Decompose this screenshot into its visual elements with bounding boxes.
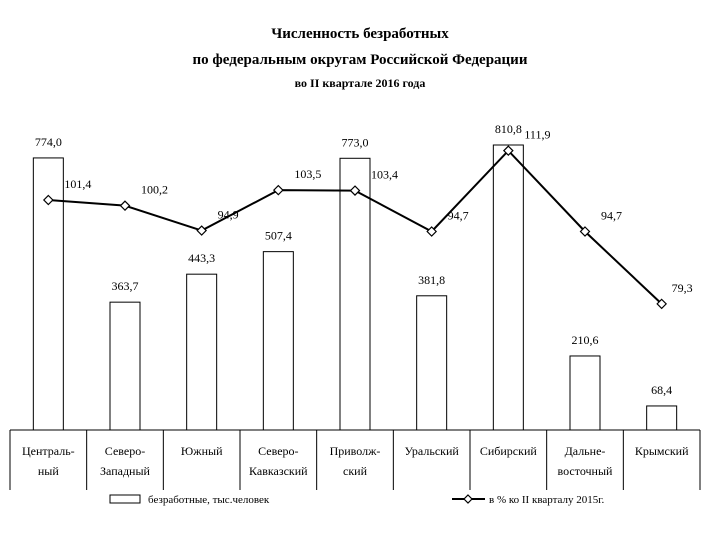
line-value-label: 103,5 [294,167,321,181]
x-tick-label: ный [38,464,59,478]
line-value-label: 103,4 [371,168,398,182]
legend-label-line: в % ко II кварталу 2015г. [489,494,605,506]
x-tick-label: ский [343,464,368,478]
line-point-marker [349,185,361,196]
x-tick-label: Дальне- [565,444,606,458]
x-tick-label: Западный [100,464,151,478]
line-point-marker [579,226,591,237]
chart-title: Численность безработных [271,26,449,42]
bar [32,157,64,431]
line-point-marker [119,200,131,211]
line-point-marker [426,226,438,237]
bar-value-label: 381,8 [418,273,445,287]
line-value-label: 79,3 [672,281,693,295]
bar [339,157,371,431]
line-value-label: 100,2 [141,183,168,197]
line-point-marker [272,184,284,196]
line-point-marker [656,298,668,310]
x-tick-label: Централь- [22,444,75,458]
line-point-marker [502,145,514,156]
bar [262,251,294,431]
line-value-label: 94,9 [218,208,239,222]
x-tick-label: Кавказский [249,464,308,478]
chart-period: во II квартале 2016 года [294,76,426,90]
bar [569,355,601,431]
bar-value-label: 774,0 [35,135,62,149]
bar-value-label: 443,3 [188,251,215,265]
bar [646,405,678,431]
legend-label-bar: безработные, тыс.человек [148,494,270,506]
bar-value-label: 210,6 [572,333,599,347]
bar [186,273,218,431]
bar-value-label: 507,4 [265,229,292,243]
bar-value-label: 363,7 [112,279,139,293]
bar [416,295,448,431]
bar-value-label: 773,0 [342,135,369,149]
x-tick-label: Уральский [404,444,459,458]
line-value-label: 94,7 [601,208,622,222]
bar [492,144,524,431]
x-tick-label: Приволж- [330,444,381,458]
x-tick-label: восточный [558,464,614,478]
x-tick-label: Северо- [105,444,145,458]
chart-subtitle: по федеральным округам Российской Федера… [192,52,528,68]
line-value-label: 101,4 [64,177,91,191]
line-point-marker [42,194,54,206]
legend-swatch-bar [109,494,141,504]
bar-value-label: 68,4 [651,383,672,397]
x-tick-label: Северо- [258,444,298,458]
x-tick-label: Крымский [635,444,689,458]
line-value-label: 94,7 [448,208,469,222]
x-tick-label: Южный [181,444,223,458]
legend-swatch-marker [463,494,473,504]
line-value-label: 111,9 [524,128,550,142]
bar-value-label: 810,8 [495,122,522,136]
bar [109,301,141,431]
x-tick-label: Сибирский [480,444,538,458]
line-point-marker [196,225,208,236]
